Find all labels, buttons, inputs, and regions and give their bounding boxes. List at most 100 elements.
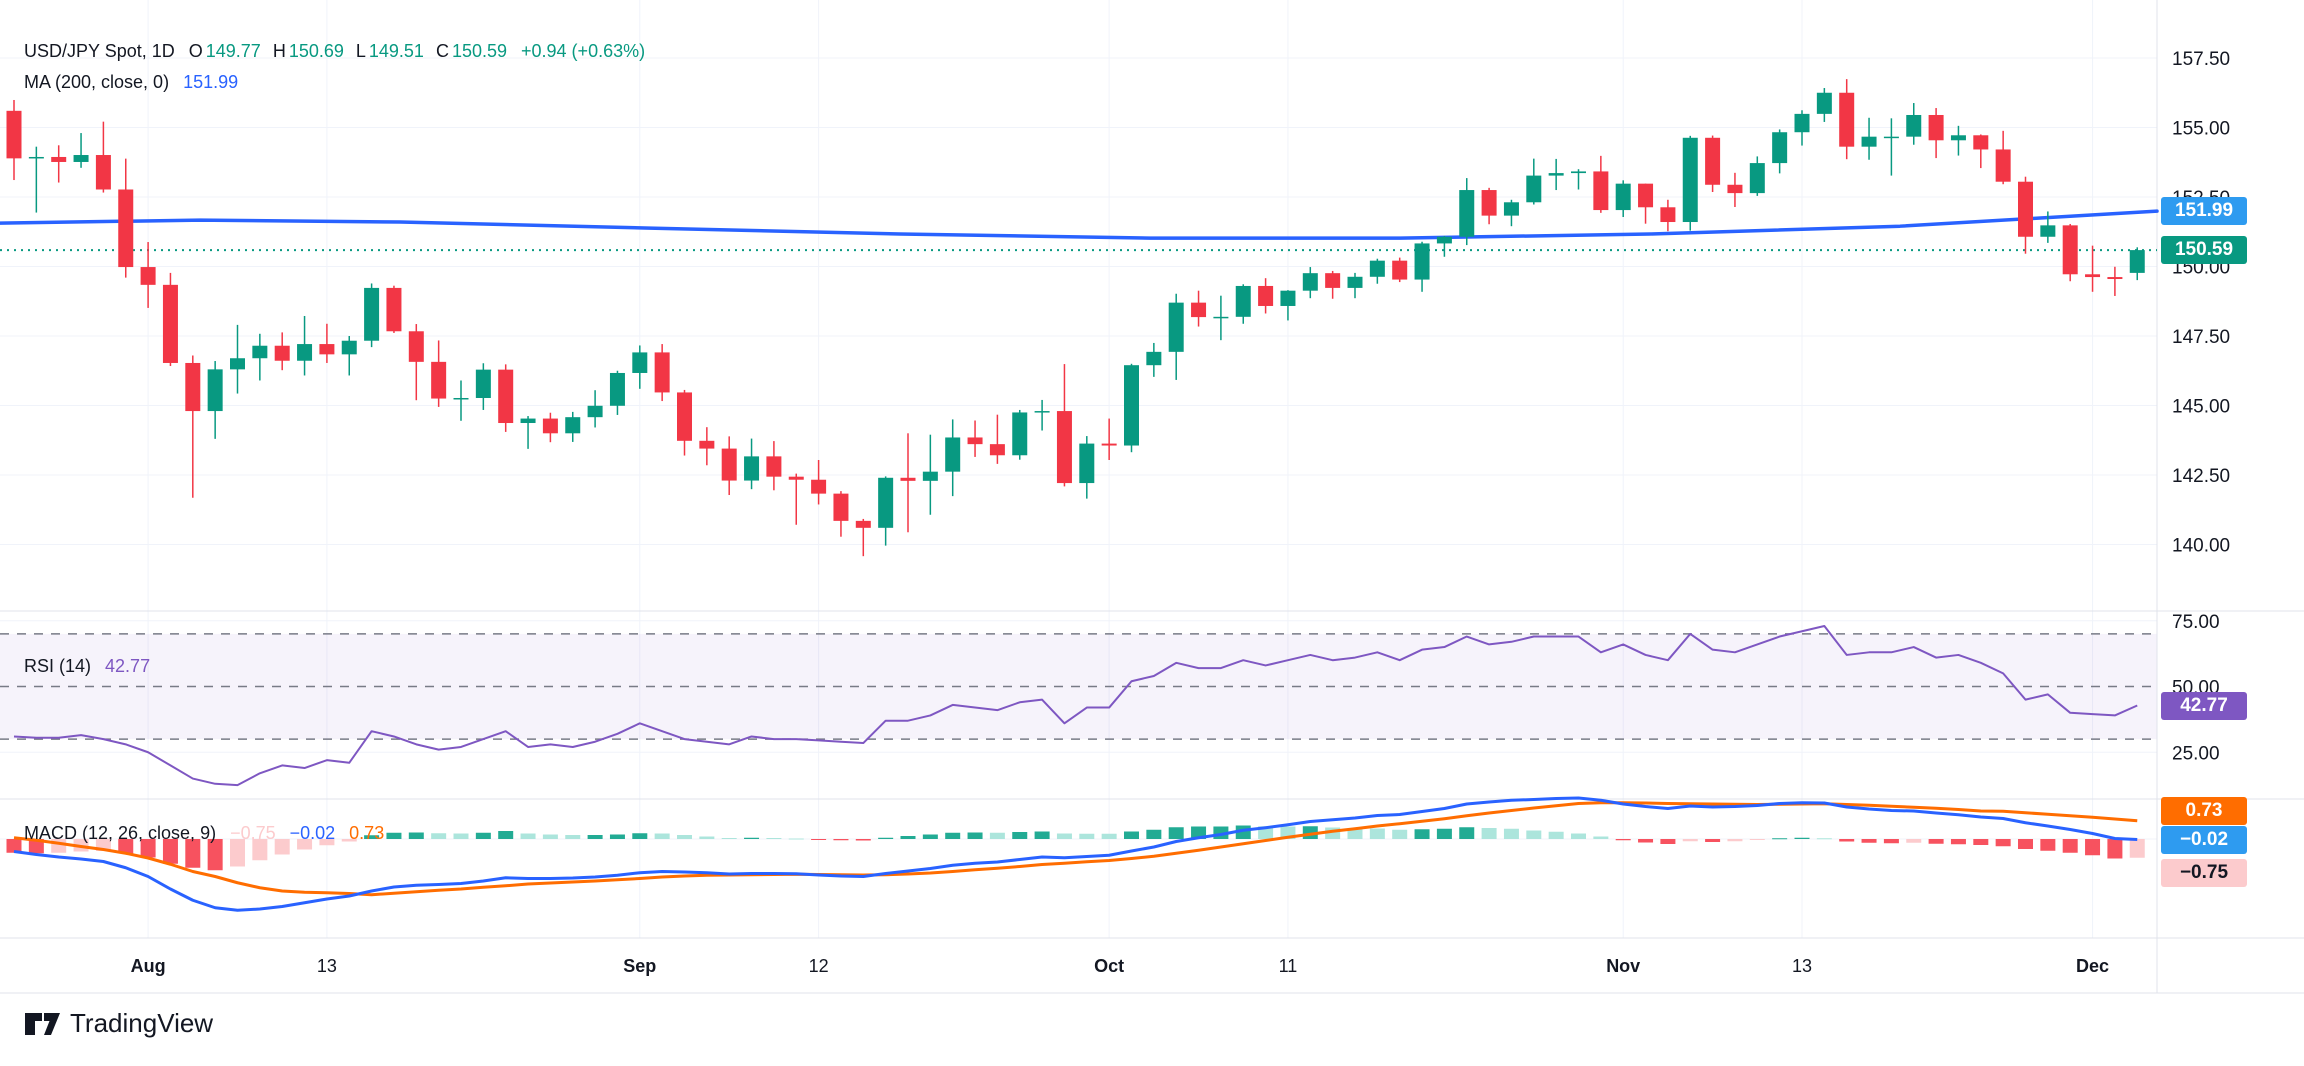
candle-body[interactable] <box>252 345 268 359</box>
candle-body[interactable] <box>408 331 424 362</box>
candle-body[interactable] <box>1079 443 1095 484</box>
candle-body[interactable] <box>185 362 201 412</box>
candle-body[interactable] <box>274 345 290 361</box>
candle-body[interactable] <box>855 520 871 528</box>
candle-body[interactable] <box>565 417 581 434</box>
candle-body[interactable] <box>811 479 827 494</box>
candle-body[interactable] <box>1794 113 1810 133</box>
candle-body[interactable] <box>207 369 223 412</box>
candle-body[interactable] <box>1503 202 1519 216</box>
candle-body[interactable] <box>1526 175 1542 203</box>
candle-body[interactable] <box>6 110 22 159</box>
candle-body[interactable] <box>1459 190 1475 237</box>
tradingview-logo[interactable]: TradingView <box>24 1008 213 1039</box>
candle-body[interactable] <box>1950 135 1966 141</box>
candle-body[interactable] <box>654 352 670 393</box>
candle-body[interactable] <box>1235 285 1251 317</box>
candle-body[interactable] <box>1861 136 1877 147</box>
candle-body[interactable] <box>967 437 983 445</box>
candle-body[interactable] <box>945 437 961 472</box>
candle-body[interactable] <box>744 456 760 481</box>
candle-body[interactable] <box>162 284 178 363</box>
candle-body[interactable] <box>1414 243 1430 280</box>
candle-body[interactable] <box>1191 302 1207 318</box>
candle-body[interactable] <box>1101 443 1117 446</box>
candle-body[interactable] <box>498 369 514 424</box>
candle-body[interactable] <box>28 156 44 159</box>
candle-body[interactable] <box>1749 163 1765 194</box>
candle-body[interactable] <box>140 267 156 285</box>
candle-body[interactable] <box>922 471 938 481</box>
candle-body[interactable] <box>1928 114 1944 141</box>
candle-body[interactable] <box>699 440 715 449</box>
candle-body[interactable] <box>319 344 335 355</box>
candle-body[interactable] <box>431 361 447 399</box>
price-axis[interactable]: 157.50155.00152.50150.00147.50145.00142.… <box>2172 49 2230 764</box>
candle-body[interactable] <box>51 156 67 162</box>
rsi-legend-row[interactable]: RSI (14) 42.77 <box>24 655 150 677</box>
candle-body[interactable] <box>587 405 603 418</box>
macd-legend-row[interactable]: MACD (12, 26, close, 9) −0.75 −0.02 0.73 <box>24 822 384 844</box>
candle-body[interactable] <box>453 397 469 400</box>
candle-body[interactable] <box>1816 92 1832 114</box>
candle-body[interactable] <box>1705 137 1721 185</box>
candle-body[interactable] <box>1146 351 1162 366</box>
candle-body[interactable] <box>1012 412 1028 456</box>
candle-body[interactable] <box>1906 114 1922 137</box>
candle-body[interactable] <box>1369 260 1385 277</box>
ma-legend-row[interactable]: MA (200, close, 0) 151.99 <box>24 71 238 93</box>
candle-body[interactable] <box>1995 149 2011 182</box>
candle-body[interactable] <box>1034 411 1050 413</box>
candle-body[interactable] <box>73 155 89 162</box>
candle-body[interactable] <box>788 476 804 480</box>
candles-series[interactable] <box>6 79 2145 557</box>
candle-body[interactable] <box>1772 132 1788 164</box>
candle-body[interactable] <box>341 340 357 355</box>
candle-body[interactable] <box>1392 260 1408 280</box>
candle-body[interactable] <box>1682 137 1698 223</box>
candle-body[interactable] <box>2040 225 2056 237</box>
candle-body[interactable] <box>542 418 558 434</box>
time-axis[interactable]: Aug 13 Sep 12 Oct 11 Nov 13 Dec <box>131 956 2109 976</box>
candle-body[interactable] <box>1280 290 1296 306</box>
candle-body[interactable] <box>609 372 625 406</box>
candle-body[interactable] <box>1593 171 1609 211</box>
candle-body[interactable] <box>2085 274 2101 278</box>
candle-body[interactable] <box>2129 250 2145 273</box>
candle-body[interactable] <box>1727 184 1743 194</box>
candle-body[interactable] <box>1883 136 1899 139</box>
candle-body[interactable] <box>900 477 916 481</box>
candle-body[interactable] <box>297 344 313 361</box>
candle-body[interactable] <box>1325 273 1341 288</box>
candle-body[interactable] <box>386 287 402 332</box>
candle-body[interactable] <box>2062 225 2078 275</box>
candle-body[interactable] <box>364 287 380 341</box>
candle-body[interactable] <box>766 456 782 477</box>
candle-body[interactable] <box>1213 316 1229 319</box>
candle-body[interactable] <box>989 444 1005 456</box>
candle-body[interactable] <box>1168 302 1184 352</box>
candle-body[interactable] <box>1548 173 1564 176</box>
candle-body[interactable] <box>230 358 245 370</box>
candle-body[interactable] <box>1056 411 1072 484</box>
symbol-legend-row[interactable]: USD/JPY Spot, 1D O 149.77 H 150.69 L 149.51 C 1… <box>24 40 645 62</box>
candle-body[interactable] <box>1660 207 1676 223</box>
candle-body[interactable] <box>1839 92 1855 147</box>
candle-body[interactable] <box>1615 183 1631 211</box>
candle-body[interactable] <box>878 477 894 528</box>
candle-body[interactable] <box>677 392 692 441</box>
candle-body[interactable] <box>1258 285 1274 306</box>
candle-body[interactable] <box>721 448 737 481</box>
candle-body[interactable] <box>1973 135 1989 150</box>
candle-body[interactable] <box>1124 365 1139 446</box>
candle-body[interactable] <box>1436 236 1452 244</box>
candle-body[interactable] <box>118 189 134 268</box>
candle-body[interactable] <box>833 493 849 521</box>
candle-body[interactable] <box>1571 171 1586 174</box>
candle-body[interactable] <box>1638 183 1654 208</box>
candle-body[interactable] <box>1481 190 1497 216</box>
candle-body[interactable] <box>520 418 536 424</box>
candle-body[interactable] <box>632 352 648 373</box>
candle-body[interactable] <box>2107 277 2123 280</box>
